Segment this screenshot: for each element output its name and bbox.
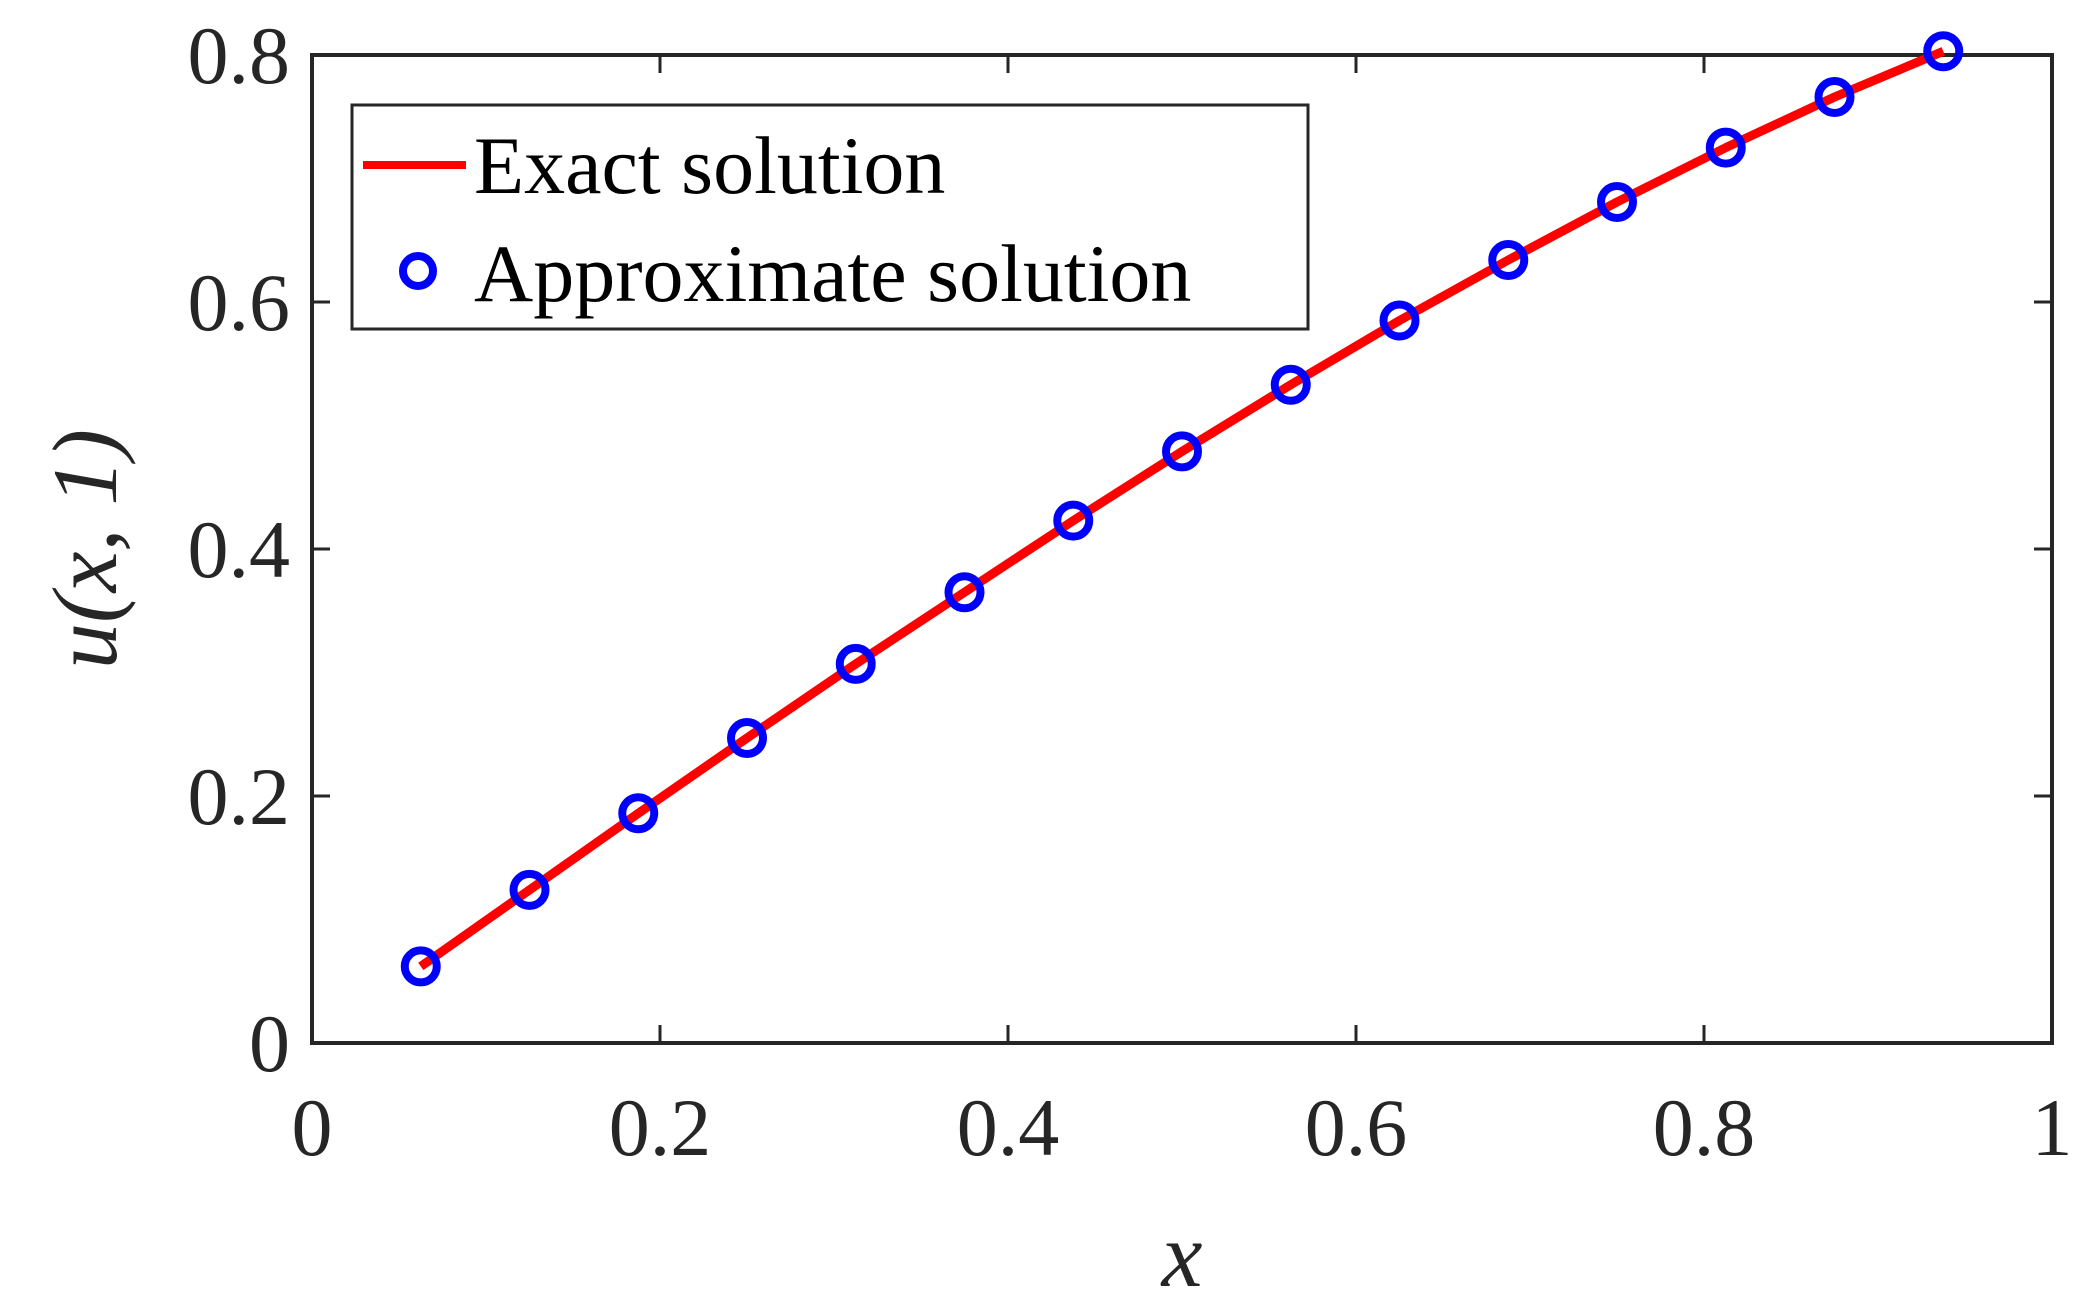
x-tick-label: 0.8 (1653, 1082, 1756, 1173)
y-tick-label: 0.6 (188, 257, 291, 348)
approximate-solution-point (1814, 76, 1855, 117)
x-axis-label: x (1160, 1204, 1203, 1302)
y-tick-label: 0.8 (188, 10, 291, 101)
x-tick-label: 0 (292, 1082, 333, 1173)
approximate-solution-point (1270, 364, 1311, 405)
y-tick-label: 0.2 (188, 751, 291, 842)
approximate-solution-point (835, 643, 876, 684)
approximate-solution-point (400, 946, 441, 987)
approximate-solution-point (1379, 300, 1420, 341)
y-tick-label: 0.4 (188, 504, 291, 595)
legend-approx-marker-sample (399, 252, 437, 290)
approximate-solution-point (509, 869, 550, 910)
approximate-solution-point (727, 717, 767, 758)
y-axis-label: u(x, 1) (34, 429, 136, 669)
approximate-solution-point (944, 572, 985, 613)
approximate-solution-point (1053, 500, 1094, 541)
plot-area (400, 31, 1964, 987)
approximate-solution-point (1705, 127, 1746, 168)
exact-solution-line (418, 47, 1946, 971)
approximate-solution-point (1923, 31, 1964, 72)
x-tick-label: 0.2 (609, 1082, 712, 1173)
approximate-solution-point (1597, 181, 1637, 222)
y-tick-label: 0 (249, 998, 290, 1089)
y-tick-labels: 0 0.2 0.4 0.6 0.8 (188, 10, 291, 1089)
x-tick-labels: 0 0.2 0.4 0.6 0.8 1 (292, 1082, 2073, 1173)
x-tick-label: 1 (2032, 1082, 2073, 1173)
legend: Exact solution Approximate solution (350, 103, 1310, 331)
approximate-solution-point (1162, 431, 1202, 472)
legend-approx-label: Approximate solution (474, 228, 1191, 319)
legend-box (350, 103, 1310, 331)
approximate-solution-point (1488, 240, 1529, 281)
legend-exact-label: Exact solution (474, 120, 945, 211)
approximate-solution-point (618, 793, 659, 834)
x-tick-label: 0.4 (957, 1082, 1060, 1173)
tick-marks (310, 53, 2054, 1045)
x-tick-label: 0.6 (1305, 1082, 1408, 1173)
